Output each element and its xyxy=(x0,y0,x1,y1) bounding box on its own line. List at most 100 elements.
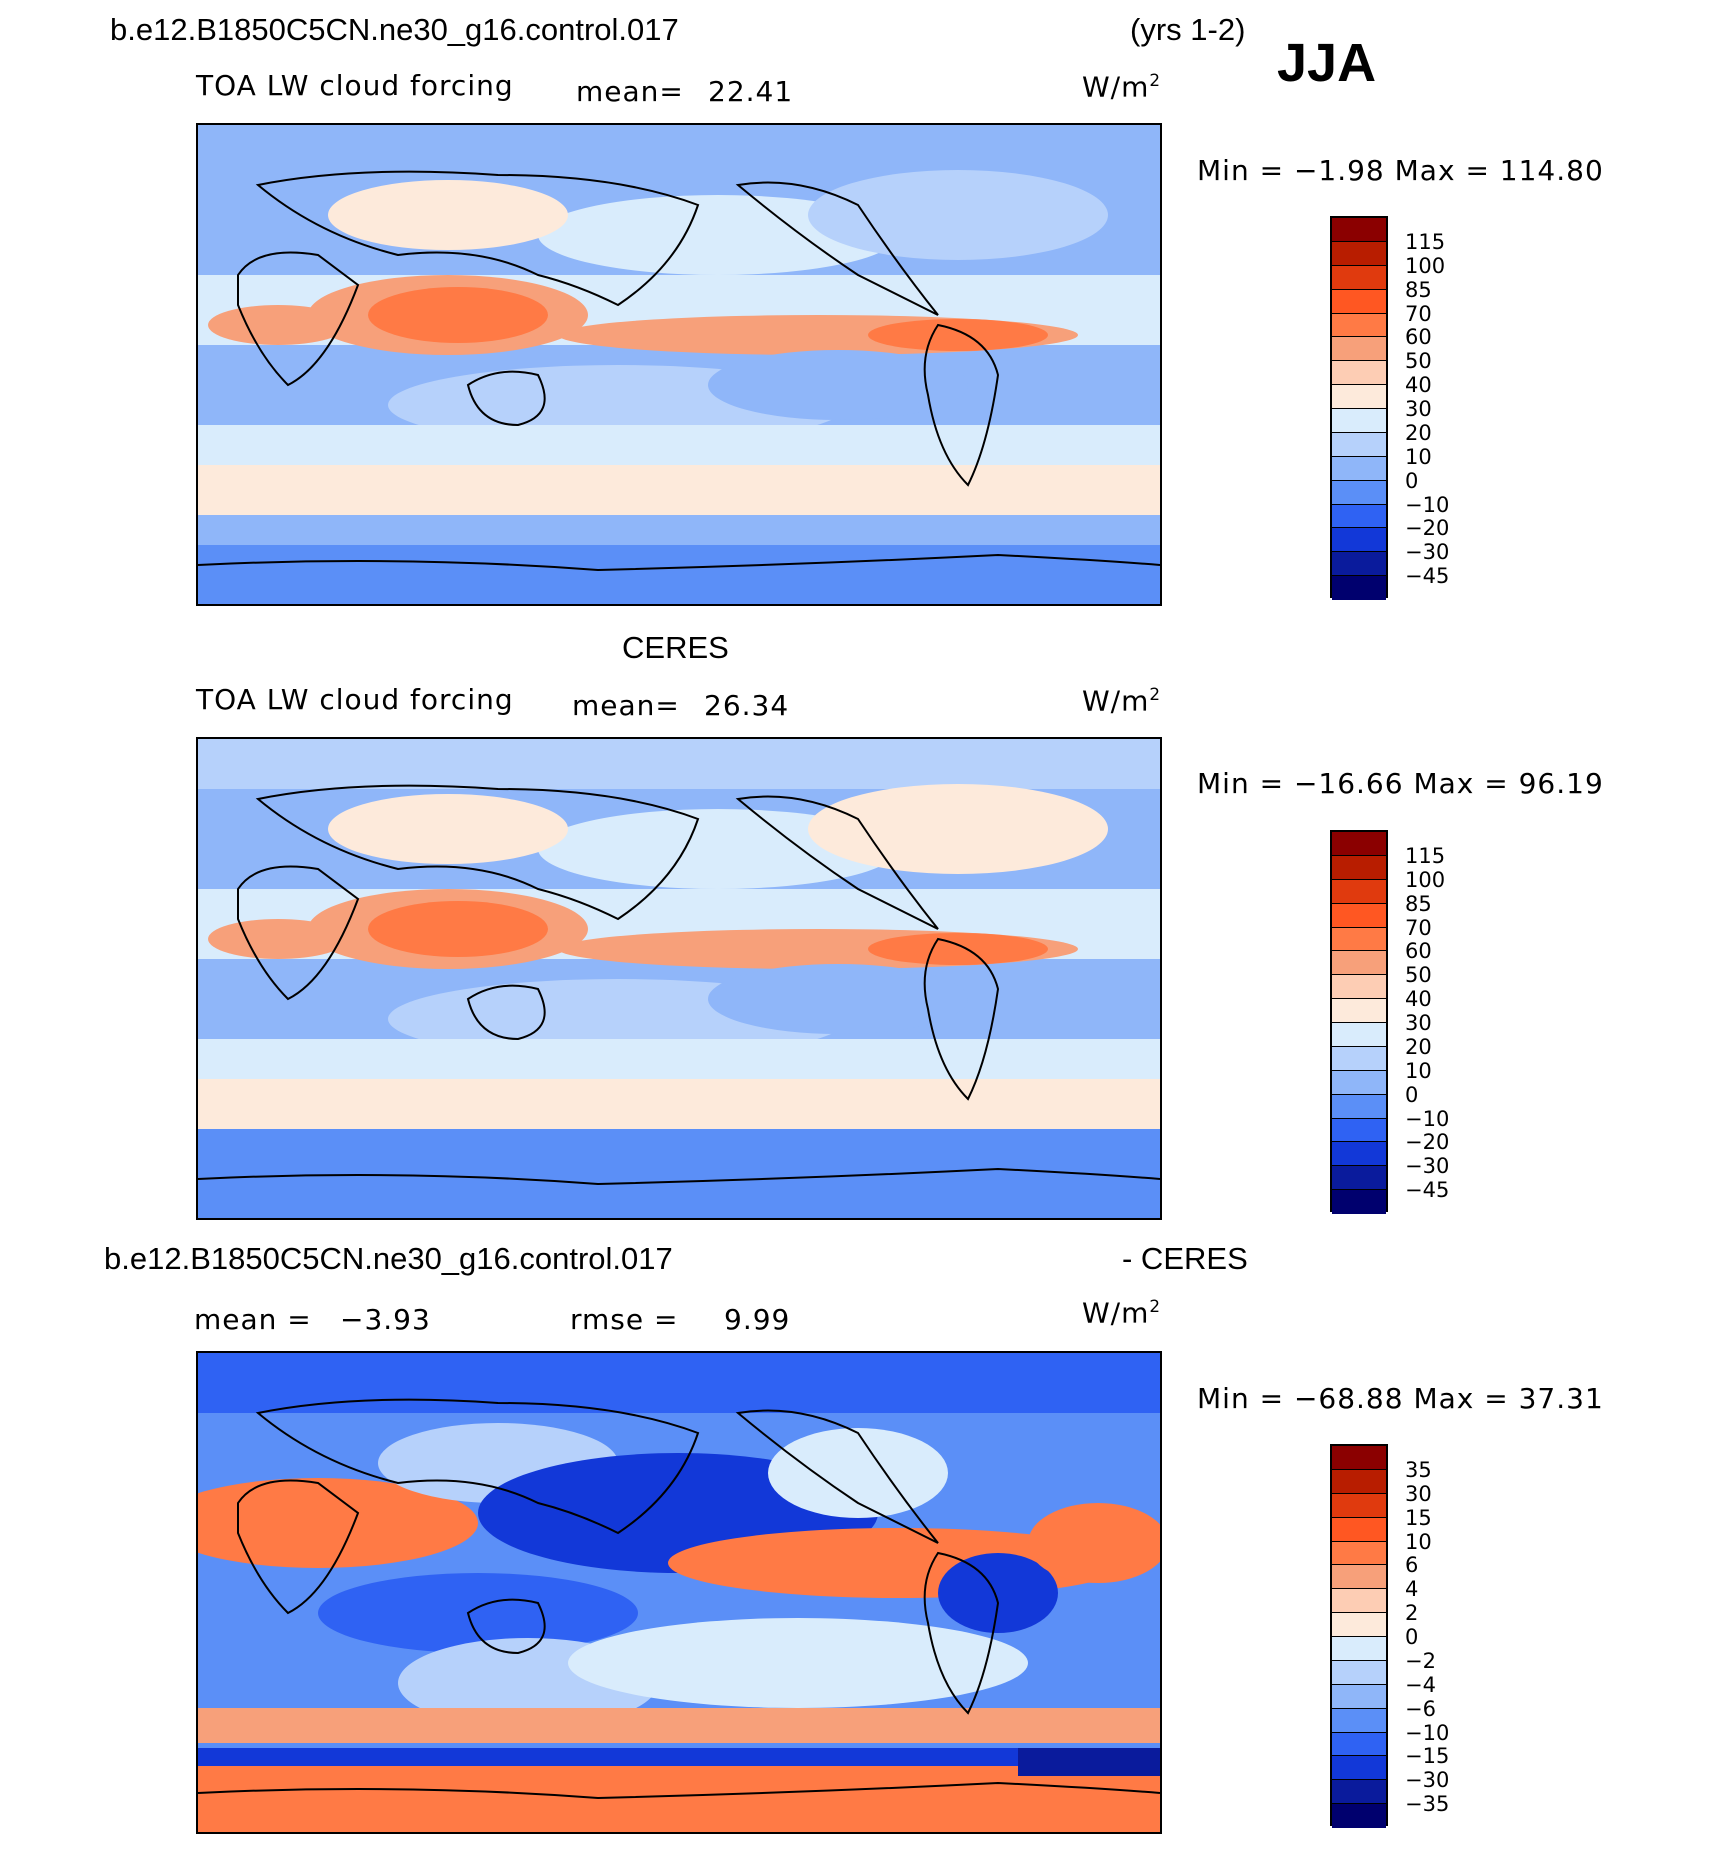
colorbar-box xyxy=(1332,1118,1386,1143)
colorbar-box xyxy=(1332,1804,1386,1828)
colorbar-box xyxy=(1332,241,1386,266)
colorbar-box xyxy=(1332,1493,1386,1518)
colorbar-label: 115 xyxy=(1405,229,1446,254)
colorbar-label: 2 xyxy=(1405,1601,1419,1626)
map-diff xyxy=(196,1351,1162,1834)
colorbar-box xyxy=(1332,1756,1386,1781)
panel-minmax: Min = −68.88 Max = 37.31 xyxy=(1197,1382,1604,1415)
colorbar-label: −10 xyxy=(1405,1720,1450,1745)
colorbar-label: −30 xyxy=(1405,1768,1450,1793)
colorbar-label: 50 xyxy=(1405,349,1432,374)
colorbar-label: −35 xyxy=(1405,1792,1450,1817)
map-model xyxy=(196,123,1162,606)
colorbar-label: −10 xyxy=(1405,492,1450,517)
diff-rmse-label: rmse = xyxy=(570,1303,679,1336)
colorbar-box xyxy=(1332,385,1386,409)
colorbar-box xyxy=(1332,361,1386,386)
colorbar-diff xyxy=(1330,1444,1388,1828)
colorbar-label: 30 xyxy=(1405,1011,1432,1035)
colorbar-label: 70 xyxy=(1405,915,1432,940)
case-title: b.e12.B1850C5CN.ne30_g16.control.017 xyxy=(110,12,679,47)
colorbar-label: −4 xyxy=(1405,1672,1436,1697)
colorbar-box xyxy=(1332,313,1386,338)
colorbar-label: 0 xyxy=(1405,1625,1419,1649)
colorbar-box xyxy=(1332,1517,1386,1542)
colorbar-box xyxy=(1332,1708,1386,1733)
colorbar-label: −30 xyxy=(1405,540,1450,565)
colorbar-box xyxy=(1332,1541,1386,1566)
years-label: (yrs 1-2) xyxy=(1130,12,1246,47)
colorbar-label: 15 xyxy=(1405,1505,1432,1530)
colorbar-box xyxy=(1332,1637,1386,1661)
panel-mean-value: 22.41 xyxy=(708,75,794,108)
colorbar-label: 4 xyxy=(1405,1577,1419,1602)
colorbar-box xyxy=(1332,480,1386,505)
colorbar-label: 60 xyxy=(1405,939,1432,964)
colorbar-box xyxy=(1332,1732,1386,1757)
panel-variable: TOA LW cloud forcing xyxy=(196,683,514,716)
colorbar-label: 85 xyxy=(1405,277,1432,302)
panel-mean-value: 26.34 xyxy=(704,689,790,722)
colorbar-label: −45 xyxy=(1405,1178,1450,1203)
colorbar-box xyxy=(1332,1094,1386,1119)
colorbar-box xyxy=(1332,1469,1386,1494)
colorbar-label: 115 xyxy=(1405,843,1446,868)
colorbar-box xyxy=(1332,1023,1386,1047)
colorbar-box xyxy=(1332,1046,1386,1071)
colorbar-box xyxy=(1332,975,1386,1000)
colorbar-label: 10 xyxy=(1405,444,1432,469)
colorbar-label: 0 xyxy=(1405,1082,1419,1107)
colorbar-label: 20 xyxy=(1405,420,1432,445)
colorbar-box xyxy=(1332,1780,1386,1805)
colorbar-box xyxy=(1332,1660,1386,1685)
colorbar-box xyxy=(1332,832,1386,856)
panel-variable: TOA LW cloud forcing xyxy=(196,69,514,102)
colorbar-box xyxy=(1332,218,1386,242)
colorbar-label: 85 xyxy=(1405,891,1432,916)
colorbar-box xyxy=(1332,1070,1386,1095)
colorbar-obs xyxy=(1330,830,1388,1214)
colorbar-label: 100 xyxy=(1405,867,1446,892)
panel-mean-label: mean= xyxy=(572,689,680,722)
colorbar-box xyxy=(1332,432,1386,457)
colorbar-box xyxy=(1332,1166,1386,1191)
colorbar-box xyxy=(1332,903,1386,928)
colorbar-label: 0 xyxy=(1405,468,1419,493)
colorbar-label: −15 xyxy=(1405,1744,1450,1769)
colorbar-label: −45 xyxy=(1405,564,1450,589)
colorbar-label: 60 xyxy=(1405,325,1432,350)
colorbar-label: −2 xyxy=(1405,1648,1436,1673)
colorbar-label: 40 xyxy=(1405,987,1432,1012)
panel-subtitle: CERES xyxy=(622,630,729,665)
colorbar-box xyxy=(1332,1684,1386,1709)
diff-case-title: b.e12.B1850C5CN.ne30_g16.control.017 xyxy=(104,1241,673,1276)
season-label: JJA xyxy=(1277,33,1377,93)
colorbar-label: 10 xyxy=(1405,1058,1432,1083)
colorbar-label: −6 xyxy=(1405,1696,1436,1721)
panel-minmax: Min = −16.66 Max = 96.19 xyxy=(1197,767,1604,800)
colorbar-box xyxy=(1332,1589,1386,1614)
colorbar-box xyxy=(1332,1190,1386,1214)
colorbar-label: 40 xyxy=(1405,373,1432,398)
colorbar-box xyxy=(1332,855,1386,880)
panel-units: W/m2 xyxy=(1082,70,1162,104)
colorbar-box xyxy=(1332,927,1386,952)
colorbar-box xyxy=(1332,504,1386,529)
colorbar-box xyxy=(1332,576,1386,600)
colorbar-label: −30 xyxy=(1405,1154,1450,1179)
panel-mean-label: mean= xyxy=(576,75,684,108)
colorbar-box xyxy=(1332,528,1386,553)
colorbar-label: 30 xyxy=(1405,1481,1432,1506)
colorbar-box xyxy=(1332,456,1386,481)
panel-units: W/m2 xyxy=(1082,684,1162,718)
panel-minmax: Min = −1.98 Max = 114.80 xyxy=(1197,154,1604,187)
colorbar-label: 100 xyxy=(1405,253,1446,278)
colorbar-box xyxy=(1332,1446,1386,1470)
colorbar-box xyxy=(1332,951,1386,976)
panel-units: W/m2 xyxy=(1082,1296,1162,1330)
map-obs xyxy=(196,737,1162,1220)
colorbar-box xyxy=(1332,1142,1386,1167)
diff-mean-value: −3.93 xyxy=(340,1303,431,1336)
colorbar-label: −20 xyxy=(1405,1130,1450,1155)
colorbar-box xyxy=(1332,265,1386,290)
